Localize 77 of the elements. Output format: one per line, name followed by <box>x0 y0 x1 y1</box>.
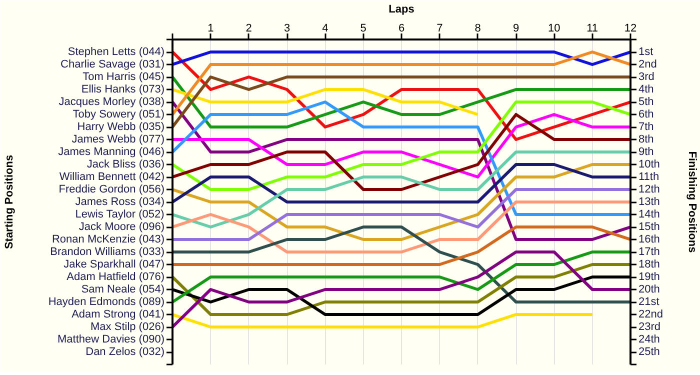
y-tick-label: 20th <box>638 284 660 296</box>
line-series <box>172 250 630 304</box>
text: Charlie Savage (031) <box>60 58 165 70</box>
line-series <box>172 150 630 228</box>
y-tick-label: 23rd <box>638 321 661 333</box>
y-tick-label: 7th <box>638 121 654 133</box>
text: Dan Zelos (032) <box>86 346 165 358</box>
text: Jack Bliss (036) <box>86 158 165 170</box>
text: Ronan McKenzie (043) <box>52 234 165 246</box>
text: Ellis Hanks (073) <box>81 84 164 96</box>
text: Freddie Gordon (056) <box>58 184 165 196</box>
x-tick-label: 11 <box>586 22 598 34</box>
y-tick-label: 15th <box>638 221 660 233</box>
text: Tom Harris (045) <box>82 71 164 83</box>
y-tick-label: 12th <box>638 184 660 196</box>
text: Toby Sowery (051) <box>72 108 165 120</box>
line-series <box>172 188 630 241</box>
x-tick-label: 8 <box>474 22 481 34</box>
x-tick-label: 7 <box>436 22 443 34</box>
text: Matthew Davies (090) <box>58 334 165 346</box>
y-tick-label: 13th <box>638 196 660 208</box>
x-tick-label: 2 <box>246 22 252 34</box>
text: James Webb (077) <box>72 134 165 146</box>
x-tick-label: 3 <box>284 22 290 34</box>
line-series <box>172 76 630 128</box>
text: James Manning (046) <box>58 146 165 158</box>
x-tick-label: 9 <box>512 22 520 34</box>
x-tick-label: 1 <box>208 22 214 34</box>
y-tick-label: 25th <box>638 346 660 358</box>
y-tick-label: 17th <box>638 246 660 258</box>
text: Max Stilp (026) <box>90 321 165 333</box>
y-axis-title: Finishing Positions <box>686 151 698 253</box>
y-tick-label: 4th <box>638 84 654 96</box>
text: Adam Strong (041) <box>72 308 164 320</box>
y-tick-label: 10th <box>638 158 660 170</box>
text: Harry Webb (035) <box>77 121 165 133</box>
y-tick-label: 2nd <box>638 58 657 70</box>
line-series <box>172 200 630 254</box>
text: Stephen Letts (044) <box>68 46 165 58</box>
text: Adam Hatfield (076) <box>66 271 165 283</box>
text: James Ross (034) <box>75 196 165 208</box>
y-tick-label: 6th <box>638 108 654 120</box>
x-axis-title: Laps <box>388 4 414 16</box>
text: Sam Neale (054) <box>81 284 165 296</box>
y-tick-label: 24th <box>638 334 660 346</box>
line-series <box>172 263 630 316</box>
y-tick-label: 18th <box>638 258 660 270</box>
line-series <box>172 100 630 216</box>
line-series <box>172 226 630 266</box>
line-series <box>172 113 630 178</box>
y-tick-label: 8th <box>638 134 654 146</box>
line-series <box>172 250 630 328</box>
y-tick-label: 16th <box>638 234 660 246</box>
line-series <box>172 226 630 304</box>
y-tick-label: 19th <box>638 271 660 283</box>
y-tick-label: 9th <box>638 146 654 158</box>
y-tick-label: 11th <box>638 171 660 183</box>
text: Starting Positions <box>3 154 16 250</box>
x-tick-label: 12 <box>624 22 637 34</box>
text: Jack Moore (096) <box>78 221 165 233</box>
y-tick-label: 22nd <box>638 308 663 320</box>
text: Jacques Morley (038) <box>58 96 165 108</box>
text: Lewis Taylor (052) <box>75 208 164 220</box>
y-tick-label: 3rd <box>638 71 654 83</box>
x-tick-label: 4 <box>322 22 328 34</box>
line-series <box>172 163 630 241</box>
text: William Bennett (042) <box>59 171 165 183</box>
y-tick-label: 1st <box>638 46 654 58</box>
x-tick-label: 6 <box>398 22 405 34</box>
text: Jake Sparkhall (047) <box>64 258 165 270</box>
x-tick-label: 5 <box>360 22 366 34</box>
y-tick-label: 5th <box>638 96 654 108</box>
text: Brandon Williams (033) <box>50 246 165 258</box>
y-tick-label: 14th <box>638 208 660 220</box>
x-tick-label: 10 <box>548 22 560 34</box>
y-tick-label: 21st <box>638 296 660 308</box>
text: Hayden Edmonds (089) <box>48 296 165 308</box>
